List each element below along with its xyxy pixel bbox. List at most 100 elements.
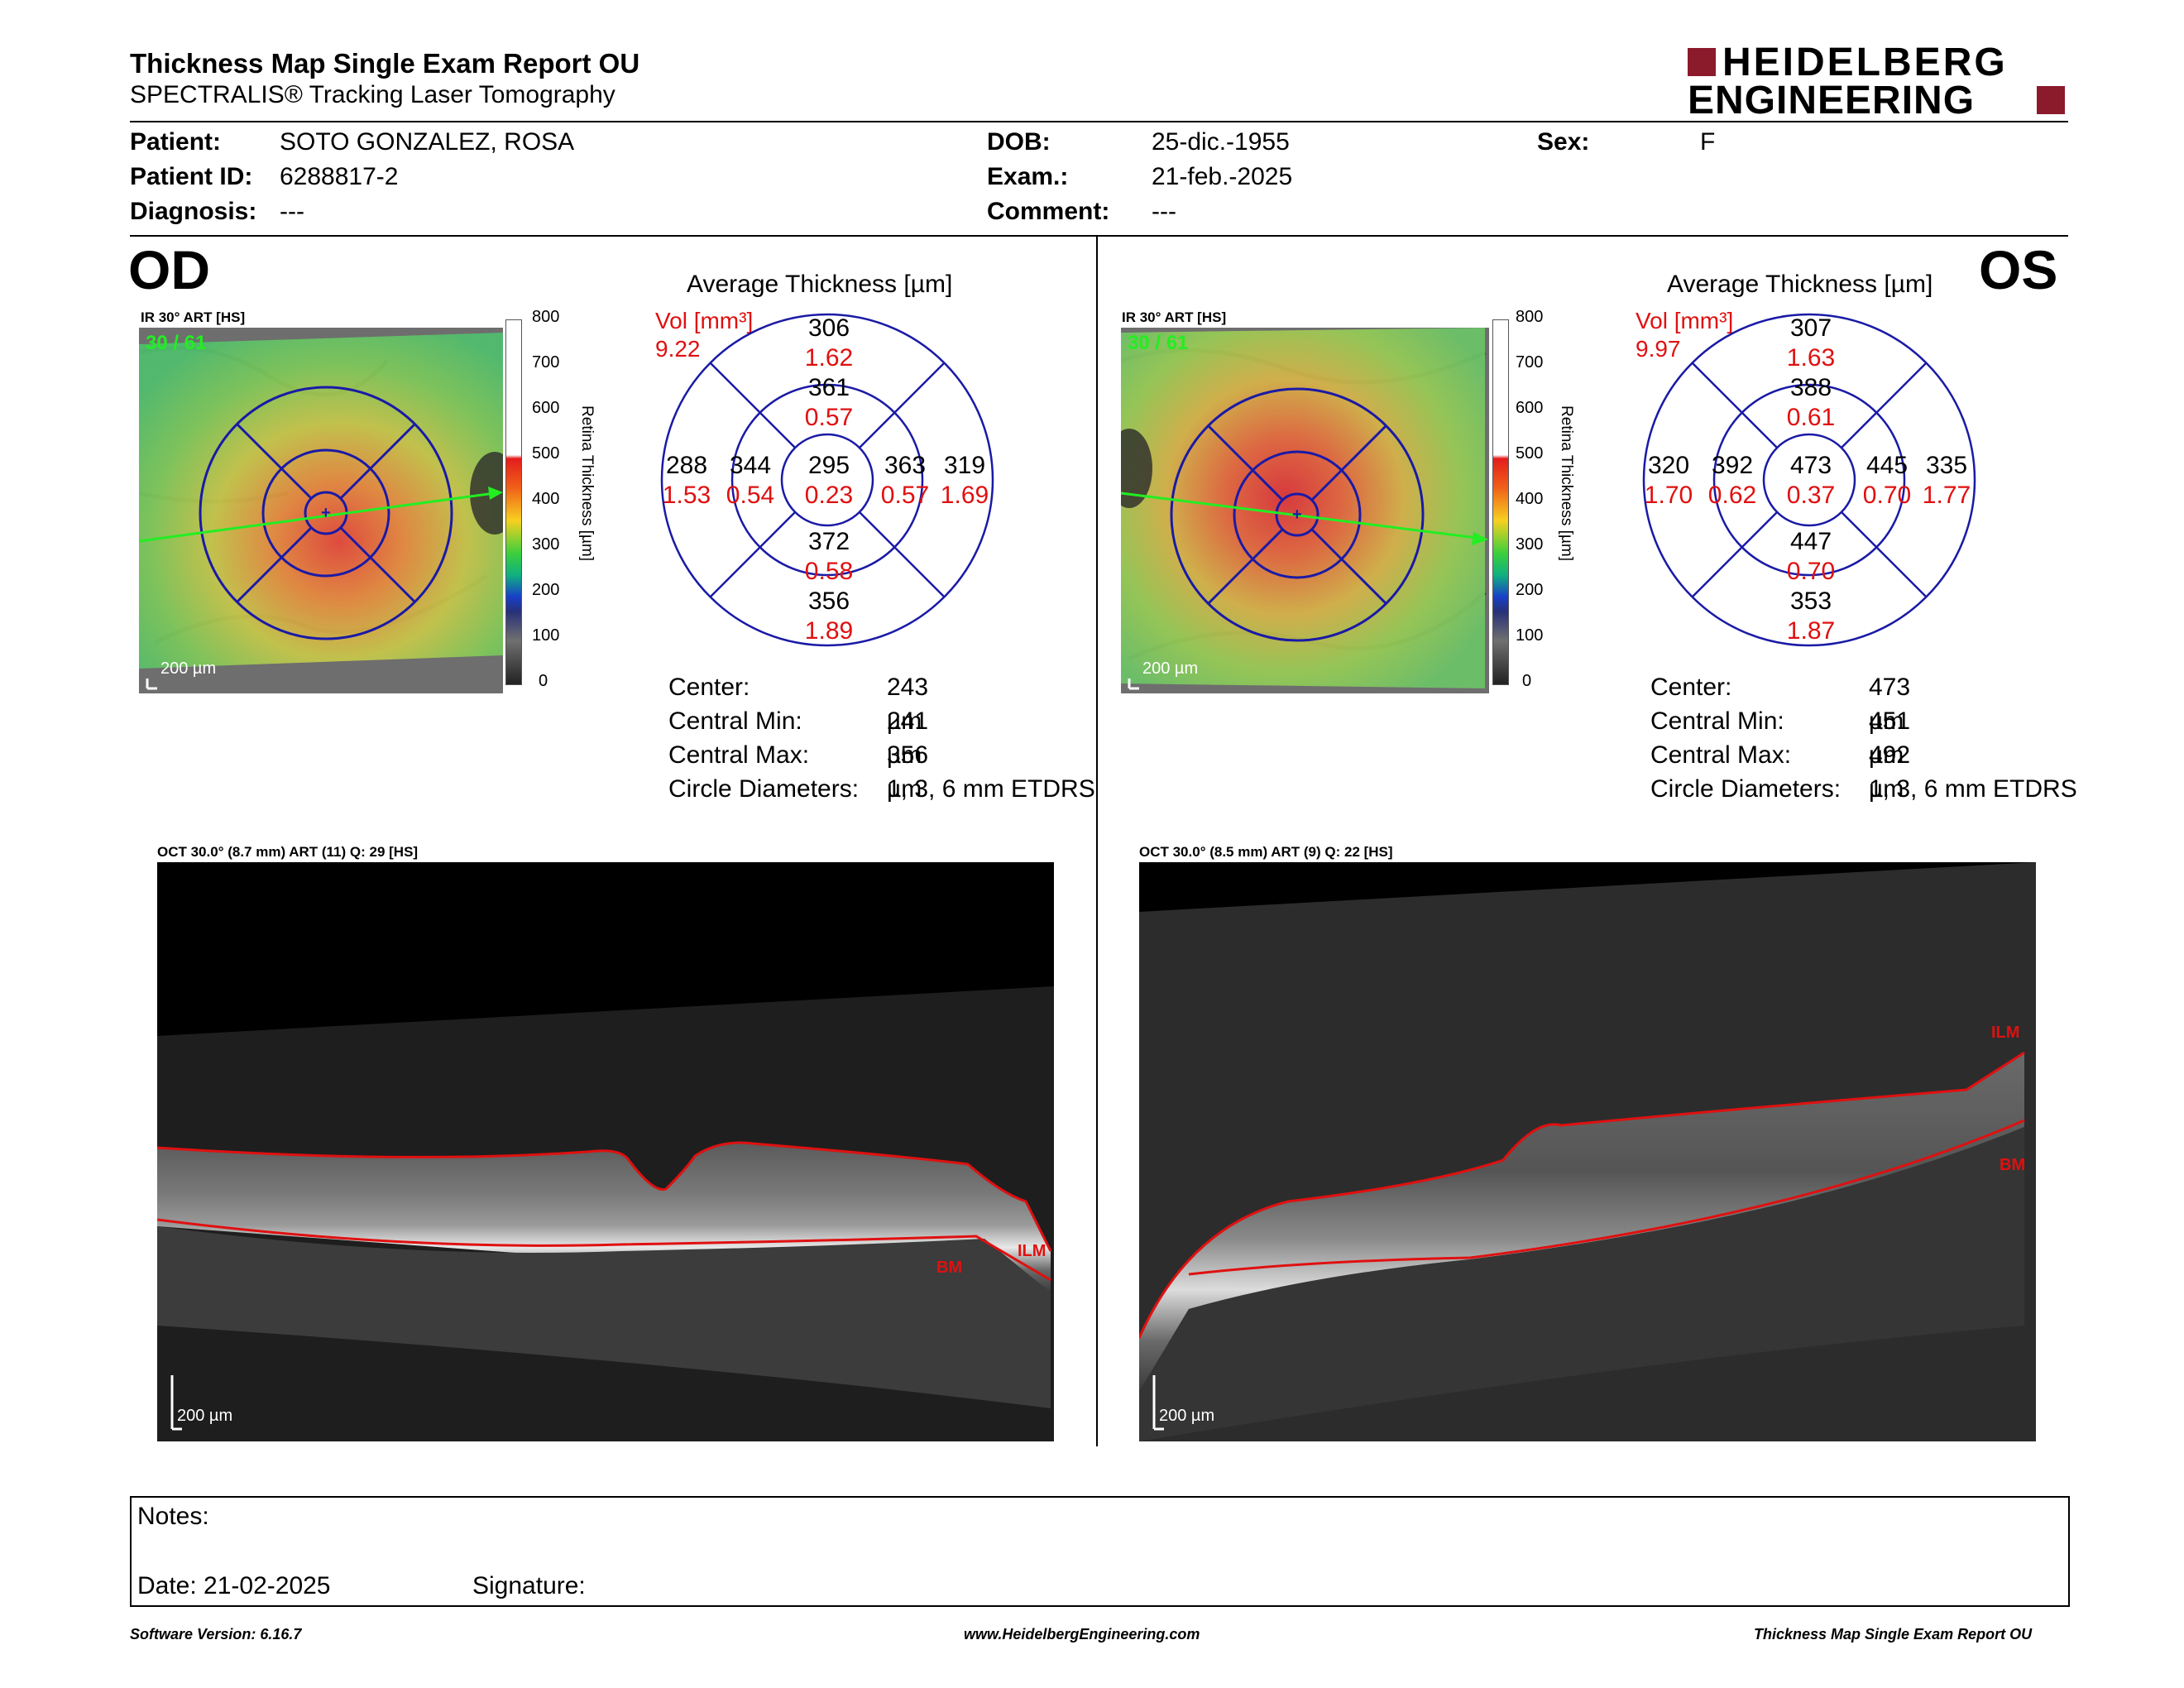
inner-top-thickness-os: 388	[1789, 374, 1832, 401]
oct-bscan-os: ILM BM 200 µm	[1139, 862, 2036, 1441]
stats-od: Center: 243 µm Central Min: 241 µm Central…	[668, 670, 1095, 806]
tick-500: 500	[532, 444, 560, 463]
inner-left-volume-od: 0.54	[726, 482, 775, 509]
thickness-overlay	[139, 333, 503, 669]
signature-label: Signature:	[472, 1572, 586, 1599]
eye-label-od: OD	[128, 239, 210, 300]
ilm-segmentation	[1139, 1051, 2025, 1339]
exam-label: Exam.:	[987, 163, 1069, 190]
vol-label-od: Vol [mm³]	[655, 308, 754, 333]
footer-website: www.HeidelbergEngineering.com	[964, 1626, 1200, 1642]
central-min-label: Central Min:	[668, 707, 802, 735]
ilm-label: ILM	[1991, 1024, 2019, 1042]
outer-top-thickness-os: 307	[1789, 314, 1832, 342]
stats-os: Center: 473 µm Central Min: 451 µm Central…	[1650, 670, 2077, 806]
dob-label: DOB:	[987, 128, 1051, 156]
colorbar-od	[505, 319, 522, 685]
thickness-map-os: 30 / 61 + 200 µm	[1121, 328, 1489, 693]
etdrs-grid-map	[1170, 387, 1425, 642]
thickness-map-od: 30 / 61 + 200 µm	[139, 328, 503, 693]
dob-value: 25-dic.-1955	[1152, 128, 1290, 156]
oct-caption-os: OCT 30.0° (8.5 mm) ART (9) Q: 22 [HS]	[1139, 844, 1393, 860]
colorbar-os	[1492, 319, 1509, 685]
map-scale-label: 200 µm	[1142, 659, 1198, 678]
tick-800: 800	[532, 308, 560, 326]
footer-report-name: Thickness Map Single Exam Report OU	[1754, 1626, 2033, 1642]
logo-text-line2: ENGINEERING	[1688, 79, 1976, 122]
inner-right-thickness-os: 445	[1866, 452, 1909, 479]
circle-diameters-label: Circle Diameters:	[1650, 775, 1842, 803]
tick-800: 800	[1516, 308, 1544, 326]
tick-400: 400	[1516, 490, 1544, 508]
inner-top-thickness-od: 361	[807, 374, 850, 401]
inner-bottom-thickness-os: 447	[1789, 528, 1832, 555]
circle-diameters-label: Circle Diameters:	[668, 775, 860, 803]
center-volume-os: 0.37	[1786, 482, 1836, 509]
tick-100: 100	[532, 626, 560, 645]
scan-line	[1121, 492, 1478, 539]
exam-value: 21-feb.-2025	[1152, 163, 1293, 190]
colorbar-label-os: Retina Thickness [µm]	[1558, 405, 1575, 561]
circle-diameters-value: 1, 3, 6 mm ETDRS	[1869, 775, 2077, 803]
eye-label-os: OS	[1979, 239, 2058, 300]
comment-label: Comment:	[987, 198, 1110, 225]
sex-value: F	[1700, 128, 1716, 156]
retina-layers	[1139, 1053, 2024, 1392]
outer-top-volume-od: 1.62	[804, 344, 854, 372]
tick-200: 200	[532, 581, 560, 599]
tick-300: 300	[1516, 535, 1544, 554]
report-subtitle: SPECTRALIS® Tracking Laser Tomography	[130, 81, 615, 108]
outer-left-thickness-od: 288	[665, 452, 708, 479]
inner-left-thickness-os: 392	[1711, 452, 1754, 479]
inner-bottom-thickness-od: 372	[807, 528, 850, 555]
oct-scale-label: 200 µm	[1159, 1407, 1214, 1425]
inner-right-volume-os: 0.70	[1862, 482, 1912, 509]
tick-600: 600	[532, 399, 560, 417]
bm-label: BM	[936, 1259, 962, 1277]
avg-thickness-title-os: Average Thickness [µm]	[1667, 271, 1933, 298]
outer-bottom-thickness-os: 353	[1789, 587, 1832, 615]
outer-bottom-volume-od: 1.89	[804, 617, 854, 645]
inner-top-volume-os: 0.61	[1786, 404, 1836, 431]
sex-label: Sex:	[1537, 128, 1590, 156]
logo-text-line1: HEIDELBERG	[1722, 41, 2008, 84]
outer-right-volume-od: 1.69	[940, 482, 989, 509]
circle-diameters-value: 1, 3, 6 mm ETDRS	[887, 775, 1095, 803]
inner-left-thickness-od: 344	[729, 452, 772, 479]
outer-top-thickness-od: 306	[807, 314, 850, 342]
inner-top-volume-od: 0.57	[804, 404, 854, 431]
central-max-label: Central Max:	[1650, 741, 1792, 769]
inner-right-thickness-od: 363	[884, 452, 927, 479]
vol-label-os: Vol [mm³]	[1636, 308, 1734, 333]
center-label: Center:	[1650, 674, 1732, 701]
outer-left-thickness-os: 320	[1647, 452, 1690, 479]
tick-100: 100	[1516, 626, 1544, 645]
tick-600: 600	[1516, 399, 1544, 417]
header-divider	[130, 121, 2068, 122]
vol-value-od: 9.22	[655, 336, 701, 362]
central-min-label: Central Min:	[1650, 707, 1784, 735]
center-label: Center:	[668, 674, 750, 701]
avg-thickness-title-od: Average Thickness [µm]	[687, 271, 953, 298]
map-scale-label: 200 µm	[160, 659, 216, 678]
outer-right-thickness-od: 319	[943, 452, 986, 479]
tick-0: 0	[1522, 672, 1532, 690]
footer-software-version: Software Version: 6.16.7	[130, 1626, 302, 1642]
tick-200: 200	[1516, 581, 1544, 599]
oct-bscan-od: ILM BM 200 µm	[157, 862, 1054, 1441]
inner-bottom-volume-os: 0.70	[1786, 558, 1836, 585]
colorbar-ticks-os: 800 700 600 500 400 300 200 100 0	[1516, 308, 1549, 697]
date-label: Date: 21-02-2025	[137, 1572, 331, 1599]
central-min-value: 451 µm	[1869, 707, 1911, 769]
tick-0: 0	[539, 672, 548, 690]
center-thickness-od: 295	[807, 452, 850, 479]
tick-300: 300	[532, 535, 560, 554]
bm-label: BM	[2000, 1156, 2025, 1174]
inner-left-volume-os: 0.62	[1707, 482, 1757, 509]
patient-id-label: Patient ID:	[130, 163, 253, 190]
notes-box[interactable]: Notes: Date: 21-02-2025 Signature:	[130, 1496, 2070, 1607]
outer-right-volume-os: 1.77	[1922, 482, 1971, 509]
patient-label: Patient:	[130, 128, 222, 156]
oct-scale-label: 200 µm	[177, 1407, 232, 1425]
inner-bottom-volume-od: 0.58	[804, 558, 854, 585]
